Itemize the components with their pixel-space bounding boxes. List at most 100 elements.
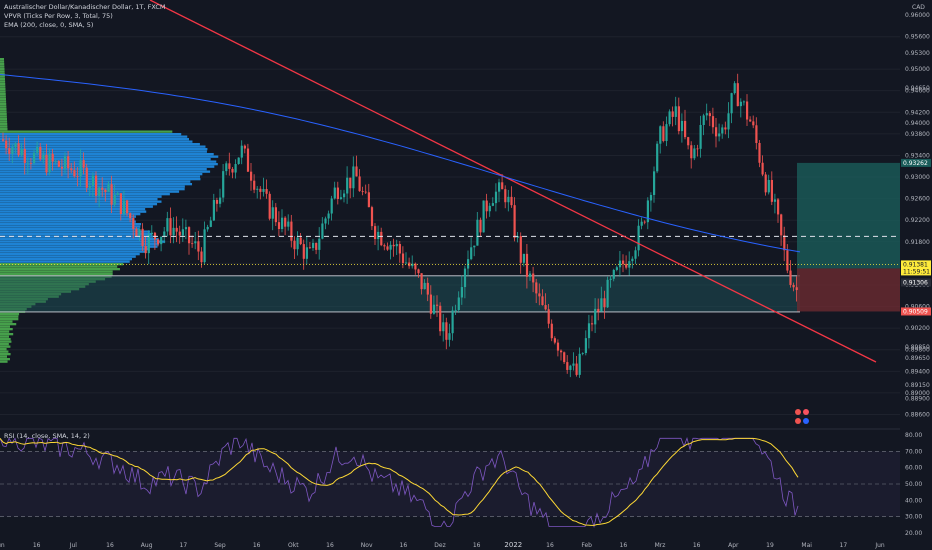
candle-body — [414, 263, 417, 270]
candle-body — [773, 199, 777, 202]
candle-body — [305, 247, 308, 259]
candle-body — [113, 194, 116, 205]
vpvr-row — [0, 160, 217, 163]
candle-body — [519, 236, 522, 263]
candle-body — [733, 83, 736, 94]
candle-body — [448, 333, 451, 340]
candle-body — [250, 171, 253, 181]
candle-body — [541, 296, 544, 306]
candle-body — [454, 310, 457, 311]
vpvr-row — [0, 253, 140, 256]
candle-body — [420, 273, 423, 290]
candle-body — [219, 197, 222, 204]
candle-body — [445, 322, 448, 340]
candle-body — [253, 180, 256, 190]
vpvr-row — [0, 83, 6, 86]
candle-body — [780, 214, 783, 236]
candle-body — [203, 229, 206, 263]
vpvr-row — [0, 228, 140, 231]
candle-body — [494, 191, 498, 204]
vpvr-row — [0, 133, 182, 136]
candle-body — [786, 250, 789, 271]
candle-body — [26, 162, 29, 164]
candle-body — [175, 227, 178, 232]
candle-body — [8, 148, 11, 154]
vpvr-row — [0, 260, 130, 263]
vpvr-row — [0, 108, 7, 111]
time-tick: 16 — [326, 542, 334, 549]
price-tick: 0.89150 — [905, 382, 930, 389]
candle-body — [370, 207, 374, 227]
vpvr-row — [0, 153, 214, 156]
candle-body — [668, 111, 671, 125]
vpvr-row — [0, 318, 19, 321]
candle-body — [749, 119, 752, 122]
time-tick: 16 — [546, 542, 554, 549]
candle-body — [178, 231, 181, 236]
price-tick: 0.91800 — [905, 239, 930, 246]
candle-body — [417, 269, 420, 274]
candle-body — [615, 267, 618, 270]
price-label-bg — [901, 158, 931, 167]
vpvr-row — [0, 273, 113, 276]
candle-body — [101, 187, 104, 190]
candle-body — [246, 148, 250, 172]
candle-body — [240, 145, 243, 158]
price-axis[interactable]: CAD 0.95600 0.95000 0.94600 0.94200 0.93800 0.… — [900, 0, 932, 550]
vpvr-row — [0, 348, 7, 351]
candle-body — [429, 294, 432, 314]
symbol-title[interactable]: Australischer Dollar/Kanadischer Dollar,… — [4, 3, 166, 11]
vpvr-row — [0, 345, 11, 348]
candle-body — [609, 278, 612, 280]
target-box — [797, 162, 900, 269]
candle-body — [643, 221, 646, 223]
candle-body — [287, 221, 290, 227]
candle-body — [39, 146, 42, 160]
vpvr-row — [0, 343, 9, 346]
candle-body — [755, 125, 758, 143]
time-tick: 16 — [400, 542, 408, 549]
vpvr-row — [0, 210, 147, 213]
vpvr-legend[interactable]: VPVR (Ticks Per Row, 3, Total, 75) — [4, 12, 113, 20]
candle-body — [532, 273, 535, 283]
vpvr-row — [0, 243, 159, 246]
time-axis[interactable]: Jun 16 Jul 16 Aug 17 Sep 16 Okt 16 Nov 16 Dez 16 2022 1… — [0, 538, 932, 550]
candle-body — [482, 200, 485, 233]
candle-body — [197, 241, 200, 252]
ema-legend[interactable]: EMA (200, close, 0, SMA, 5) — [4, 21, 94, 29]
vpvr-row — [0, 320, 13, 323]
candle-body — [321, 223, 324, 239]
candle-body — [764, 174, 767, 193]
candle-body — [594, 308, 597, 325]
candle-body — [312, 242, 315, 248]
candle-body — [166, 218, 169, 232]
candle-body — [212, 199, 215, 221]
candle-body — [64, 156, 67, 169]
candle-body — [116, 193, 119, 195]
price-label: 0.90509 — [903, 308, 928, 315]
vpvr-row — [0, 353, 11, 356]
candle-body — [547, 309, 550, 324]
candle-body — [739, 101, 742, 107]
candle-body — [259, 188, 262, 192]
candle-body — [318, 238, 321, 250]
rsi-legend[interactable]: RSI (14, close, SMA, 14, 2) — [4, 432, 90, 440]
vpvr-row — [0, 328, 13, 331]
vpvr-row — [0, 338, 11, 341]
vpvr-row — [0, 78, 5, 81]
candle-body — [181, 229, 184, 236]
vpvr-row — [0, 155, 219, 158]
candle-body — [761, 162, 764, 175]
vpvr-row — [0, 115, 7, 118]
price-tick: 0.90600 — [905, 304, 930, 311]
time-tick: Feb — [581, 542, 592, 549]
candle-body — [591, 323, 594, 325]
candle-body — [141, 228, 144, 247]
time-tick: Jun — [874, 542, 885, 549]
candle-body — [628, 261, 631, 268]
time-tick: Jun — [0, 542, 5, 549]
candle-body — [473, 245, 476, 248]
price-tick: 0.94600 — [905, 88, 930, 95]
candle-body — [600, 298, 603, 312]
